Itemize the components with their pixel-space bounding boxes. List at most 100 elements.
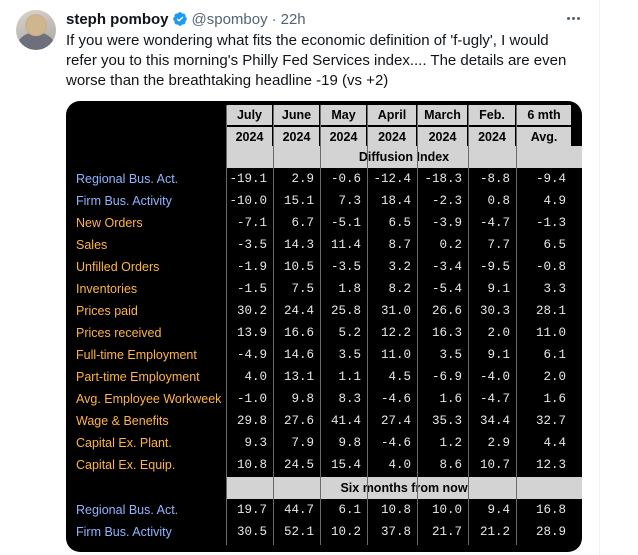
table-cell: 8.7 [388, 238, 411, 252]
table-cell: 6.5 [543, 238, 566, 252]
table-row: New Orders -7.1 6.7 -5.1 6.5 -3.9 -4.7 -1.3 [66, 212, 582, 234]
table-cell: 1.6 [439, 392, 462, 406]
table-cell: 7.7 [487, 238, 510, 252]
column-divider [516, 105, 517, 545]
table-cell: 15.4 [330, 458, 361, 472]
table-cell: -3.9 [431, 216, 462, 230]
table-cell: 1.6 [543, 392, 566, 406]
table-row: Regional Bus. Act. -19.1 2.9 -0.6 -12.4 -18.3… [66, 168, 582, 190]
table-cell: 10.8 [380, 503, 411, 517]
table-cell: -1.9 [236, 260, 267, 274]
table-cell: 44.7 [283, 503, 314, 517]
table-cell: 31.0 [380, 304, 411, 318]
table-cell: -7.1 [236, 216, 267, 230]
table-row: Regional Bus. Act. 19.7 44.7 6.1 10.8 10.0 9.4… [66, 499, 582, 521]
column-divider [320, 105, 321, 545]
column-header-bottom: Avg. [517, 127, 571, 147]
display-name[interactable]: steph pomboy [66, 10, 169, 28]
avatar[interactable] [16, 10, 56, 50]
tweet-header: steph pomboy @spomboy · 22h [66, 9, 306, 29]
table-cell: 9.3 [244, 436, 267, 450]
column-header-bottom: 2024 [368, 127, 416, 147]
table-cell: 6.7 [291, 216, 314, 230]
table-cell: 28.9 [535, 525, 566, 539]
table-cell: 1.2 [439, 436, 462, 450]
tweet-text: If you were wondering what fits the econ… [66, 32, 567, 89]
row-label: Capital Ex. Plant. [76, 436, 172, 450]
table-cell: 9.8 [291, 392, 314, 406]
author-handle[interactable]: @spomboy [191, 10, 268, 28]
table-cell: 41.4 [330, 414, 361, 428]
table-row: Capital Ex. Plant. 9.3 7.9 9.8 -4.6 1.2 2.9 4.4 [66, 432, 582, 454]
section-title-six-months: Six months from now [226, 477, 582, 499]
table-row: Part-time Employment 4.0 13.1 1.1 4.5 -6.9 -4.… [66, 366, 582, 388]
table-cell: 7.3 [338, 194, 361, 208]
table-row: Prices paid 30.2 24.4 25.8 31.0 26.6 30.3 28.1 [66, 300, 582, 322]
column-header-top: 6 mth [517, 105, 571, 125]
table-cell: 13.1 [283, 370, 314, 384]
column-divider [367, 105, 368, 545]
table-cell: 7.5 [291, 282, 314, 296]
table-cell: 11.0 [535, 326, 566, 340]
table-cell: 19.7 [236, 503, 267, 517]
table-cell: 16.3 [431, 326, 462, 340]
table-cell: 9.4 [487, 503, 510, 517]
row-label: Inventories [76, 282, 138, 296]
table-cell: 4.0 [244, 370, 267, 384]
table-cell: -10.0 [229, 194, 267, 208]
table-cell: 0.2 [439, 238, 462, 252]
table-cell: 9.1 [487, 282, 510, 296]
table-cell: -19.1 [229, 172, 267, 186]
table-cell: -1.5 [236, 282, 267, 296]
tweet-media-image[interactable]: July June May April March Feb. 6 mth 2024 2024 20… [66, 101, 582, 552]
table-cell: 7.9 [291, 436, 314, 450]
column-header-top: Feb. [469, 105, 515, 125]
table-cell: 8.6 [439, 458, 462, 472]
table-cell: 16.8 [535, 503, 566, 517]
table-cell: 37.8 [380, 525, 411, 539]
table-cell: 21.7 [431, 525, 462, 539]
table-cell: 5.2 [338, 326, 361, 340]
table-cell: -5.4 [431, 282, 462, 296]
table-cell: 15.1 [283, 194, 314, 208]
column-header-bottom: 2024 [274, 127, 319, 147]
table-row: Sales -3.5 14.3 11.4 8.7 0.2 7.7 6.5 [66, 234, 582, 256]
table-cell: 3.3 [543, 282, 566, 296]
row-label: Firm Bus. Activity [76, 525, 172, 539]
table-cell: 24.5 [283, 458, 314, 472]
table-cell: 3.2 [388, 260, 411, 274]
table-cell: 35.3 [431, 414, 462, 428]
row-label: Wage & Benefits [76, 414, 169, 428]
table-cell: -0.6 [330, 172, 361, 186]
column-header-bottom: 2024 [418, 127, 467, 147]
more-options-icon[interactable] [562, 8, 584, 28]
timestamp[interactable]: 22h [280, 10, 306, 28]
table-cell: -4.0 [479, 370, 510, 384]
table-cell: -4.7 [479, 216, 510, 230]
table-cell: 14.6 [283, 348, 314, 362]
table-cell: -4.7 [479, 392, 510, 406]
table-cell: 4.4 [543, 436, 566, 450]
table-row: Firm Bus. Activity 30.5 52.1 10.2 37.8 21.7 21… [66, 521, 582, 543]
row-label: Prices paid [76, 304, 138, 318]
table-cell: 16.6 [283, 326, 314, 340]
table-cell: 27.4 [380, 414, 411, 428]
table-cell: 8.3 [338, 392, 361, 406]
table-cell: -1.3 [535, 216, 566, 230]
table-cell: 1.1 [338, 370, 361, 384]
table-cell: 2.0 [543, 370, 566, 384]
row-label: Regional Bus. Act. [76, 172, 179, 186]
table-cell: 12.2 [380, 326, 411, 340]
table-cell: 9.8 [338, 436, 361, 450]
table-cell: -2.3 [431, 194, 462, 208]
table-cell: -9.5 [479, 260, 510, 274]
verified-badge-icon[interactable] [172, 11, 188, 27]
table-row: Inventories -1.5 7.5 1.8 8.2 -5.4 9.1 3.3 [66, 278, 582, 300]
table-cell: 25.8 [330, 304, 361, 318]
table-row: Unfilled Orders -1.9 10.5 -3.5 3.2 -3.4 -9.5 -0… [66, 256, 582, 278]
table-cell: 4.0 [388, 458, 411, 472]
table-cell: 0.8 [487, 194, 510, 208]
column-header-top: June [274, 105, 319, 125]
row-label: Regional Bus. Act. [76, 503, 179, 517]
row-label: Full-time Employment [76, 348, 197, 362]
